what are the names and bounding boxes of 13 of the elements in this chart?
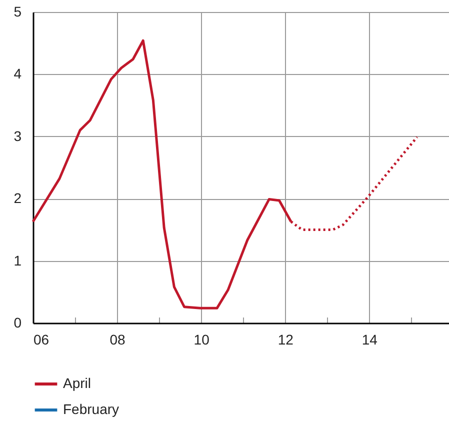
- x-tick-label: 14: [362, 332, 378, 348]
- x-tick-label: 10: [194, 332, 210, 348]
- y-tick-label: 3: [14, 128, 22, 144]
- x-tick-label: 06: [34, 332, 50, 348]
- y-tick-label: 0: [14, 314, 22, 330]
- legend-label: February: [63, 401, 120, 417]
- y-tick-label: 4: [14, 66, 22, 82]
- y-tick-label: 2: [14, 190, 22, 206]
- legend-label: April: [63, 375, 92, 391]
- y-tick-label: 5: [14, 4, 22, 20]
- y-tick-label: 1: [14, 252, 22, 268]
- x-tick-label: 12: [278, 332, 294, 348]
- x-tick-label: 08: [110, 332, 126, 348]
